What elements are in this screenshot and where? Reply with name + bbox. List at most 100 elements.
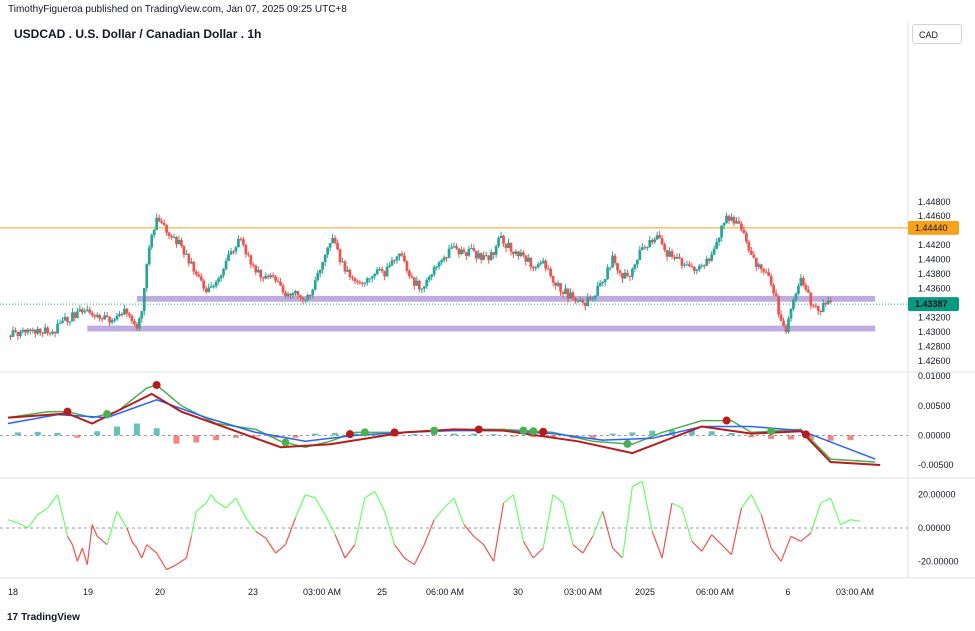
candle-body bbox=[821, 303, 825, 312]
osc-segment bbox=[354, 497, 366, 545]
osc-segment bbox=[681, 507, 693, 542]
candle-body bbox=[162, 222, 166, 226]
candle-body bbox=[514, 251, 518, 254]
candle-body bbox=[415, 280, 419, 286]
osc-segment bbox=[770, 547, 782, 562]
macd-histogram-bar bbox=[629, 432, 636, 436]
candle-body bbox=[326, 247, 329, 255]
osc-tick-label: -20.00000 bbox=[918, 556, 959, 566]
osc-segment bbox=[121, 519, 128, 529]
candle-body bbox=[762, 269, 766, 272]
candle-body bbox=[19, 331, 22, 337]
candle-body bbox=[100, 318, 104, 320]
candle-body bbox=[185, 254, 188, 256]
candle-body bbox=[115, 315, 119, 320]
candle-body bbox=[633, 264, 637, 269]
candle-body bbox=[63, 317, 67, 321]
currency-selector[interactable]: CAD bbox=[912, 24, 962, 44]
candle-body bbox=[507, 242, 510, 249]
osc-segment bbox=[190, 511, 197, 537]
candle-body bbox=[422, 286, 426, 289]
candle-body bbox=[118, 313, 121, 316]
candle-body bbox=[740, 223, 743, 230]
candle-body bbox=[264, 275, 268, 279]
candle-body bbox=[393, 260, 396, 262]
candle-body bbox=[482, 255, 486, 260]
candle-body bbox=[28, 329, 32, 332]
candle-body bbox=[61, 320, 64, 323]
candle-body bbox=[705, 258, 709, 266]
candle-body bbox=[618, 270, 622, 273]
candle-body bbox=[21, 329, 25, 332]
candle-body bbox=[95, 314, 99, 317]
macd-cross-marker bbox=[529, 427, 538, 436]
candle-body bbox=[519, 252, 523, 257]
candle-body bbox=[692, 267, 696, 271]
candle-body bbox=[556, 283, 560, 286]
candle-body bbox=[789, 308, 793, 319]
candle-body bbox=[187, 254, 191, 264]
candle-body bbox=[323, 254, 327, 263]
candle-body bbox=[489, 252, 493, 260]
candle-body bbox=[787, 318, 790, 332]
candle-body bbox=[425, 279, 429, 287]
candle-body bbox=[616, 263, 619, 271]
macd-cross-marker bbox=[281, 438, 290, 447]
macd-histogram-bar bbox=[232, 435, 239, 438]
osc-segment bbox=[661, 502, 673, 559]
candle-body bbox=[794, 293, 798, 300]
candle-body bbox=[772, 284, 775, 294]
macd-cross-marker bbox=[474, 425, 483, 434]
candle-body bbox=[452, 246, 456, 248]
macd-tick-label: -0.00500 bbox=[918, 460, 954, 470]
candle-body bbox=[85, 309, 89, 312]
osc-segment bbox=[305, 494, 316, 499]
candle-body bbox=[229, 251, 233, 255]
candle-body bbox=[551, 276, 555, 283]
macd-cross-marker bbox=[539, 427, 548, 436]
candle-body bbox=[447, 248, 451, 258]
candle-body bbox=[175, 237, 178, 245]
candle-body bbox=[809, 292, 813, 306]
candle-body bbox=[276, 280, 280, 282]
candle-body bbox=[566, 288, 570, 299]
candle-body bbox=[358, 282, 362, 284]
osc-segment bbox=[413, 544, 425, 565]
candle-body bbox=[799, 277, 803, 286]
candle-body bbox=[110, 320, 114, 323]
candle-body bbox=[829, 300, 832, 303]
candle-body bbox=[395, 256, 399, 261]
osc-segment bbox=[245, 517, 257, 532]
candle-body bbox=[442, 257, 446, 261]
macd-cross-marker bbox=[623, 439, 632, 448]
candle-body bbox=[487, 255, 491, 260]
candle-body bbox=[782, 321, 785, 326]
candle-body bbox=[494, 245, 498, 255]
symbol-title[interactable]: USDCAD . U.S. Dollar / Canadian Dollar .… bbox=[14, 27, 262, 41]
candle-body bbox=[43, 327, 47, 334]
macd-histogram-bar bbox=[153, 428, 160, 436]
candle-body bbox=[732, 216, 736, 224]
candle-body bbox=[420, 288, 424, 290]
candle-body bbox=[160, 221, 163, 223]
candle-body bbox=[720, 225, 723, 238]
candle-body bbox=[742, 229, 746, 234]
macd-histogram-bar bbox=[213, 435, 220, 441]
osc-segment bbox=[81, 547, 88, 565]
candle-body bbox=[702, 265, 706, 267]
candle-body bbox=[437, 262, 441, 267]
osc-segment bbox=[47, 494, 59, 509]
macd-tick-label: 0.00000 bbox=[918, 430, 951, 440]
macd-cross-marker bbox=[103, 410, 112, 419]
candle-body bbox=[234, 247, 238, 252]
candle-body bbox=[628, 275, 632, 277]
candle-body bbox=[469, 248, 473, 250]
candle-body bbox=[626, 272, 629, 276]
candle-body bbox=[608, 267, 612, 269]
candle-body bbox=[130, 315, 134, 321]
macd-histogram-bar bbox=[827, 435, 834, 441]
tradingview-logo[interactable]: 17 TradingView bbox=[7, 612, 80, 623]
candle-body bbox=[445, 257, 448, 259]
candle-body bbox=[331, 237, 334, 244]
